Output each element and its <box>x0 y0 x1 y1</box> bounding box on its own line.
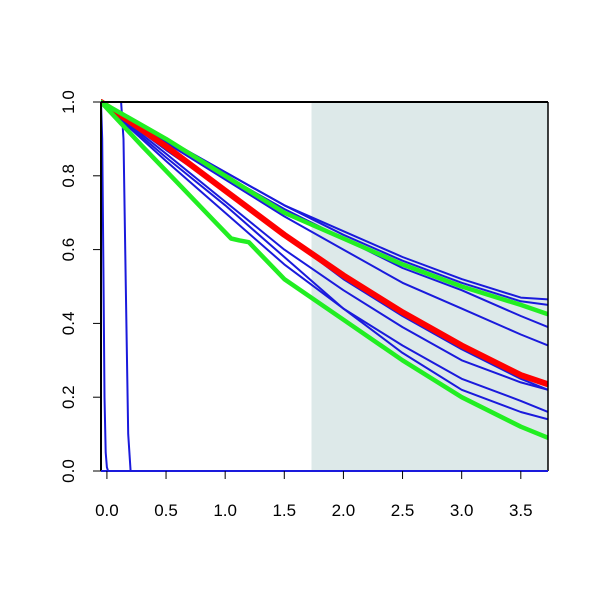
x-tick-label: 0.5 <box>154 501 178 520</box>
x-tick-label: 1.0 <box>213 501 237 520</box>
y-tick-label: 0.6 <box>59 238 78 262</box>
shaded-region <box>311 102 548 471</box>
series-group <box>101 99 548 471</box>
series-line-green-11 <box>101 99 548 317</box>
series-line-red-10 <box>101 99 548 388</box>
series-line-blue-8 <box>101 101 548 421</box>
y-tick-label: 0.8 <box>59 164 78 188</box>
series-line-blue-6 <box>101 101 548 391</box>
series-line-green-12 <box>101 99 548 441</box>
y-tick-label: 1.0 <box>59 90 78 114</box>
y-tick-label: 0.4 <box>59 312 78 336</box>
x-tick-label: 3.5 <box>509 501 533 520</box>
x-tick-label: 2.5 <box>391 501 415 520</box>
x-tick-label: 2.0 <box>332 501 356 520</box>
series-line-blue-5 <box>101 101 548 347</box>
y-tick-label: 0.0 <box>59 459 78 483</box>
x-tick-label: 1.5 <box>272 501 296 520</box>
x-tick-label: 3.0 <box>450 501 474 520</box>
y-tick-label: 0.2 <box>59 385 78 409</box>
x-tick-label: 0.0 <box>95 501 119 520</box>
